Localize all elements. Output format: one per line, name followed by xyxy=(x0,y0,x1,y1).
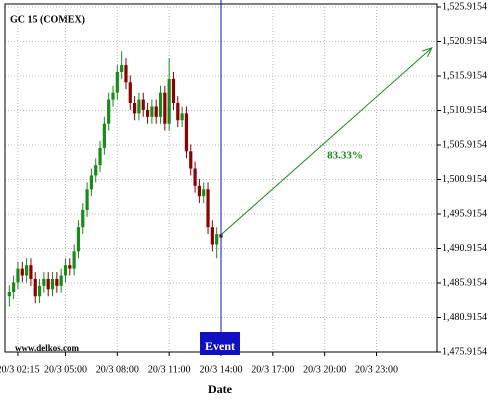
candle-body xyxy=(171,78,176,104)
y-tick-label: 1,515.9154 xyxy=(442,70,487,81)
event-label: Event xyxy=(205,339,235,353)
arrow-head xyxy=(422,46,433,58)
candle-body xyxy=(176,103,180,121)
candle-body xyxy=(98,147,102,166)
y-tick-label: 1,485.9154 xyxy=(442,277,487,288)
candle-body xyxy=(120,65,124,72)
y-tick-label: 1,480.9154 xyxy=(442,312,487,323)
candle-body xyxy=(197,185,201,197)
candle-body xyxy=(133,103,137,114)
x-tick-label: 20/3 20:00 xyxy=(303,364,346,375)
x-tick-label: 20/3 23:00 xyxy=(355,364,398,375)
candle-body xyxy=(33,278,37,297)
candle-body xyxy=(189,151,193,169)
x-axis-label: Date xyxy=(208,382,233,396)
candle-body xyxy=(89,175,93,190)
candle-body xyxy=(215,234,219,245)
candle-body xyxy=(107,99,111,124)
candle-body xyxy=(180,113,184,121)
candle-body xyxy=(193,168,197,186)
candle-body xyxy=(12,282,16,293)
x-tick-label: 20/3 14:00 xyxy=(199,364,242,375)
y-tick-label: 1,475.9154 xyxy=(442,346,487,357)
candle-body xyxy=(154,106,158,117)
y-tick-label: 1,510.9154 xyxy=(442,105,487,116)
candle-body xyxy=(128,82,132,104)
candle-body xyxy=(50,278,55,290)
candle-body xyxy=(202,189,206,197)
candle-body xyxy=(145,109,150,117)
candle-body xyxy=(20,268,24,276)
watermark: www.delkos.com xyxy=(15,343,80,353)
candle-body xyxy=(42,278,46,286)
projection-label: 83.33% xyxy=(327,150,363,162)
y-tick-label: 1,505.9154 xyxy=(442,139,487,150)
candle-body xyxy=(55,278,59,286)
candle-body xyxy=(141,99,145,110)
x-tick-label: 20/3 17:00 xyxy=(251,364,294,375)
candle-body xyxy=(184,113,189,152)
candle-body xyxy=(16,268,20,283)
y-tick-label: 1,520.9154 xyxy=(442,36,487,47)
candle-body xyxy=(85,189,89,210)
candle-body xyxy=(167,78,171,124)
candle-body xyxy=(137,99,141,114)
candle-body xyxy=(115,71,119,93)
event-box xyxy=(200,332,240,355)
x-tick-label: 20/3 08:00 xyxy=(96,364,139,375)
candle-body xyxy=(72,251,76,269)
candle-body xyxy=(163,92,167,124)
candle-body xyxy=(63,265,68,276)
candle-body xyxy=(150,106,154,117)
candle-body xyxy=(7,292,11,297)
x-tick-label: 20/3 02:15 xyxy=(0,364,39,375)
candle-body xyxy=(210,227,214,245)
x-tick-label: 20/3 05:00 xyxy=(44,364,87,375)
y-tick-label: 1,490.9154 xyxy=(442,243,487,254)
x-tick-label: 20/3 11:00 xyxy=(148,364,191,375)
candle-body xyxy=(29,265,33,279)
candle-body xyxy=(25,265,29,276)
candle-body xyxy=(46,278,50,290)
candle-body xyxy=(158,92,163,117)
candle-body xyxy=(81,209,85,228)
projection-arrow xyxy=(220,47,433,236)
candle-body xyxy=(68,265,72,269)
candle-body xyxy=(76,227,81,252)
y-tick-label: 1,500.9154 xyxy=(442,174,487,185)
candle-body xyxy=(111,92,115,100)
candle-body xyxy=(59,275,63,286)
candle-body xyxy=(124,65,128,83)
candle-body xyxy=(102,123,106,148)
y-tick-label: 1,495.9154 xyxy=(442,208,487,219)
candle-body xyxy=(94,165,98,176)
y-tick-label: 1,525.9154 xyxy=(442,1,487,12)
chart-title: GC 15 (COMEX) xyxy=(10,14,85,25)
candle-body xyxy=(37,285,42,297)
candle-body xyxy=(206,189,210,228)
